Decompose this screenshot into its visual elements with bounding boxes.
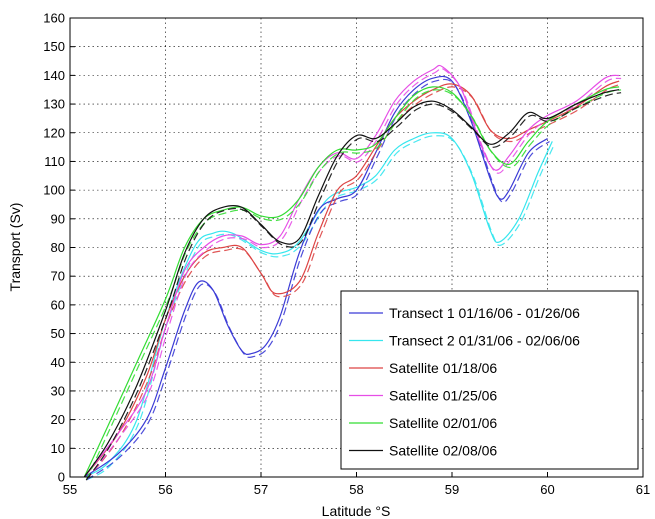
x-tick-label: 59 [445,482,459,497]
series-line-0-dashed [85,78,550,481]
y-tick-label: 50 [51,326,65,341]
y-tick-label: 110 [44,154,65,169]
y-tick-label: 150 [43,39,65,54]
y-tick-label: 120 [43,125,65,140]
y-axis-label: Transport (Sv) [7,203,23,292]
series-line-0 [83,75,548,478]
y-tick-label: 140 [43,68,65,83]
y-tick-label: 80 [51,240,65,255]
series-line-4-dashed [85,89,622,481]
x-axis-label: Latitude °S [322,503,391,519]
x-tick-label: 61 [636,482,650,497]
x-tick-label: 57 [254,482,268,497]
y-tick-label: 70 [51,269,65,284]
y-tick-label: 130 [43,97,65,112]
series-lines [83,64,622,481]
y-tick-label: 0 [58,470,65,485]
y-tick-label: 20 [51,412,65,427]
y-tick-label: 60 [51,297,65,312]
legend-label-1: Transect 2 01/31/06 - 02/06/06 [389,333,580,349]
y-tick-label: 160 [43,11,65,26]
series-line-3 [83,64,620,478]
y-tick-label: 10 [51,441,65,456]
legend-label-4: Satellite 02/01/06 [389,415,497,431]
x-tick-label: 58 [349,482,363,497]
legend-label-3: Satellite 01/25/06 [389,388,497,404]
x-tick-label: 55 [63,482,77,497]
x-tick-label: 56 [158,482,172,497]
legend-box [340,290,639,470]
legend-label-0: Transect 1 01/16/06 - 01/26/06 [389,305,580,321]
legend: Transect 1 01/16/06 - 01/26/06 Transect 2… [340,290,639,470]
y-tick-label: 30 [51,383,65,398]
series-line-2-dashed [85,83,622,481]
y-tick-label: 90 [51,211,65,226]
y-tick-label: 100 [43,183,65,198]
y-tick-label: 40 [51,355,65,370]
legend-label-5: Satellite 02/08/06 [389,443,497,459]
legend-label-2: Satellite 01/18/06 [389,360,497,376]
series-line-5-dashed [85,92,622,481]
series-line-1 [83,132,553,478]
series-line-5 [83,89,620,478]
series-line-2 [83,80,620,478]
series-line-3-dashed [85,67,622,481]
series-line-4 [83,86,620,478]
axis-ticks: 55 56 57 58 59 60 61 0 10 20 30 40 50 60 70 80 90 100 110 1… [43,11,650,498]
x-tick-label: 60 [540,482,554,497]
